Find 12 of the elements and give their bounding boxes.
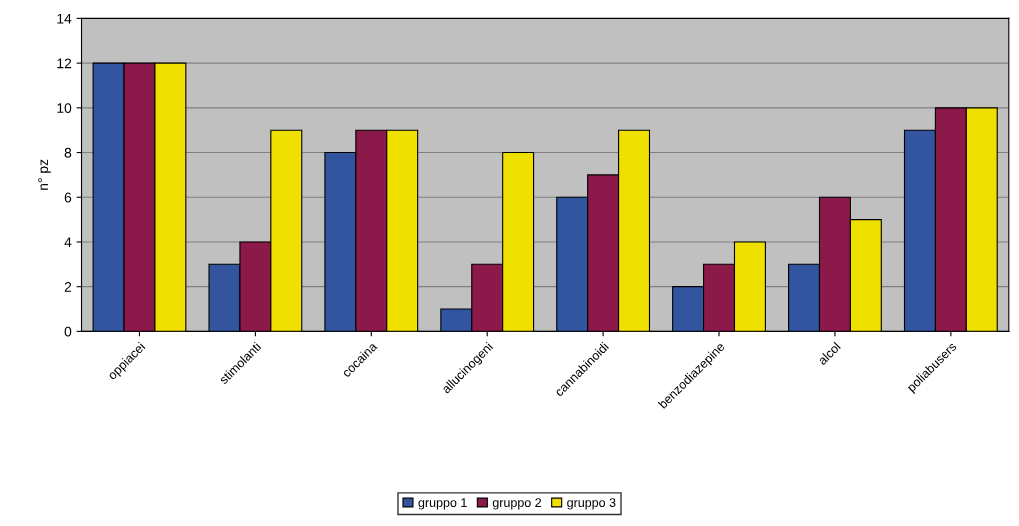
y-tick-label: 6 bbox=[64, 192, 72, 203]
legend-label: gruppo 3 bbox=[567, 498, 616, 510]
y-tick-label: 8 bbox=[64, 147, 72, 158]
y-tick-label: 0 bbox=[64, 326, 72, 337]
y-tick-label: 10 bbox=[57, 103, 72, 113]
y-axis-title: n° pz bbox=[38, 159, 51, 190]
y-tick-label: 2 bbox=[64, 282, 72, 292]
legend-label: gruppo 2 bbox=[492, 498, 542, 510]
legend-label: gruppo 1 bbox=[418, 498, 467, 510]
y-tick-label: 4 bbox=[64, 237, 72, 247]
y-tick-label: 14 bbox=[57, 13, 72, 24]
y-tick-label: 12 bbox=[57, 58, 72, 69]
